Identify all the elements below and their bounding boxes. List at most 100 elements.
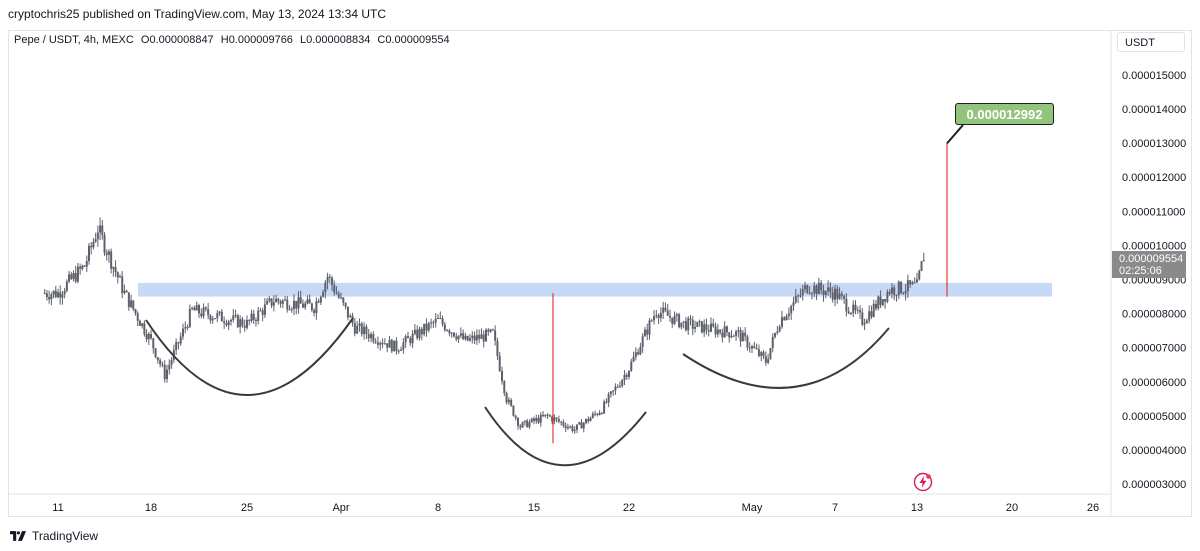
- candle-body: [275, 298, 278, 303]
- candle-body: [188, 308, 191, 327]
- candle-body: [439, 317, 442, 319]
- candle-body: [81, 265, 84, 269]
- candle-body: [698, 321, 701, 323]
- x-tick-label: 8: [435, 502, 441, 514]
- candle-body: [630, 361, 633, 371]
- candle-body: [116, 272, 119, 278]
- candle-body: [897, 281, 900, 296]
- candle-body: [61, 294, 64, 298]
- currency-button[interactable]: USDT: [1117, 32, 1185, 52]
- candle-body: [96, 232, 99, 240]
- candle-body: [582, 423, 585, 429]
- candle-body: [820, 282, 823, 291]
- candle-body: [125, 290, 128, 293]
- candle-body: [344, 302, 347, 307]
- tradingview-brand[interactable]: TradingView: [10, 527, 98, 545]
- candle-body: [200, 313, 203, 317]
- candle-body: [716, 329, 719, 335]
- x-tick-label: May: [742, 502, 763, 514]
- candle-body: [179, 336, 182, 344]
- candle-body: [503, 381, 506, 394]
- candle-body: [861, 312, 864, 325]
- candle-body: [703, 324, 706, 333]
- candle-body: [182, 328, 184, 337]
- candle-body: [43, 293, 46, 295]
- candle-body: [817, 282, 820, 295]
- candle-body: [437, 317, 439, 319]
- candle-body: [400, 349, 403, 351]
- candle-body: [900, 281, 903, 294]
- candle-body: [755, 348, 758, 350]
- candle-body: [239, 319, 242, 328]
- candle-body: [455, 336, 458, 340]
- candle-body: [879, 296, 882, 305]
- candle-body: [68, 274, 71, 282]
- candle-body: [209, 315, 212, 321]
- candle-body: [150, 333, 152, 339]
- candle-body: [678, 314, 681, 328]
- candle-body: [74, 273, 77, 282]
- candle-body: [101, 225, 104, 235]
- candle-body: [45, 293, 48, 297]
- candle-body: [277, 298, 280, 302]
- candle-body: [335, 292, 338, 294]
- candle-body: [218, 311, 221, 314]
- candle-body: [790, 306, 793, 314]
- candle-body: [639, 346, 642, 355]
- candle-body: [57, 292, 59, 298]
- candle-body: [657, 315, 660, 318]
- candle-body: [623, 374, 626, 381]
- y-tick-label: 0.000004000: [1122, 445, 1186, 457]
- candle-body: [281, 300, 284, 304]
- candle-body: [732, 335, 735, 337]
- candle-body: [618, 385, 621, 387]
- candle-body: [778, 326, 781, 332]
- candle-body: [609, 391, 612, 395]
- candle-body: [739, 330, 742, 342]
- candle-body: [284, 299, 287, 301]
- candle-body: [349, 315, 352, 318]
- candle-body: [741, 332, 744, 342]
- candle-body: [306, 299, 309, 304]
- candle-body: [466, 335, 469, 341]
- candle-body: [248, 320, 251, 322]
- candle-body: [551, 416, 554, 422]
- x-tick-label: 13: [911, 502, 923, 514]
- candle-body: [246, 320, 248, 328]
- candle-body: [370, 334, 373, 339]
- candle-body: [546, 414, 549, 416]
- candle-body: [85, 261, 88, 267]
- candle-body: [587, 418, 590, 422]
- candle-body: [710, 323, 712, 332]
- candle-body: [65, 281, 68, 292]
- price-chart[interactable]: 0.000003000 0.000004000 0.000005000 0.00000…: [9, 31, 1192, 517]
- candle-body: [475, 334, 478, 341]
- chart-panel[interactable]: 0.000003000 0.000004000 0.000005000 0.00000…: [8, 30, 1192, 517]
- candle-body: [632, 356, 635, 362]
- candle-body: [143, 323, 146, 335]
- candle-body: [762, 352, 765, 357]
- candle-body: [216, 313, 219, 319]
- x-tick-label: 7: [832, 502, 838, 514]
- candle-body: [279, 301, 282, 304]
- candle-body: [372, 334, 375, 342]
- candle-body: [430, 322, 433, 324]
- candle-body: [643, 329, 646, 337]
- candle-body: [432, 322, 435, 324]
- candle-body: [831, 292, 834, 300]
- candle-body: [397, 350, 400, 352]
- y-tick-label: 0.000012000: [1122, 172, 1186, 184]
- candle-body: [514, 415, 517, 418]
- candle-body: [227, 321, 230, 326]
- candle-body: [852, 304, 855, 313]
- candle-body: [822, 290, 825, 295]
- candle-body: [448, 330, 451, 334]
- brand-name: TradingView: [32, 529, 99, 543]
- close-value: C0.000009554: [377, 34, 450, 46]
- candle-body: [753, 346, 756, 349]
- candle-body: [358, 323, 361, 326]
- candle-body: [184, 327, 187, 329]
- candle-body: [893, 287, 896, 295]
- lightning-icon[interactable]: [913, 472, 933, 492]
- candle-body: [83, 265, 86, 267]
